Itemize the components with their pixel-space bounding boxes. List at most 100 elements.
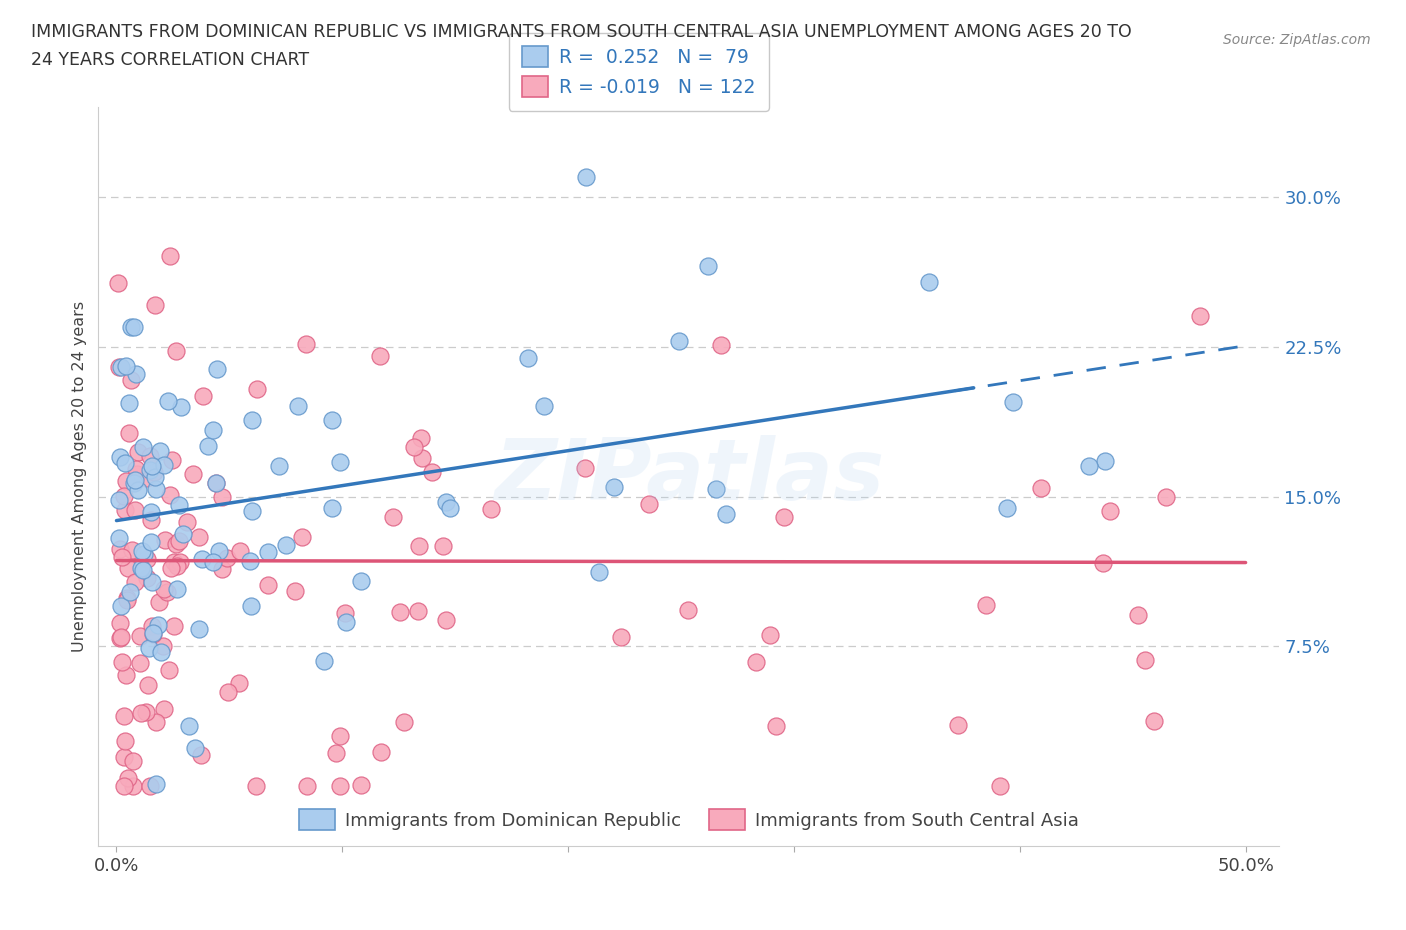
- Point: [157, 663, 180, 678]
- Point: [142, 627, 165, 642]
- Point: [110, 449, 132, 464]
- Point: [114, 502, 136, 517]
- Point: [710, 338, 733, 352]
- Point: [132, 547, 155, 562]
- Point: [588, 565, 610, 579]
- Point: [479, 501, 502, 516]
- Point: [274, 538, 297, 552]
- Point: [124, 472, 146, 487]
- Point: [139, 448, 162, 463]
- Point: [122, 753, 145, 768]
- Point: [240, 504, 263, 519]
- Point: [988, 779, 1011, 794]
- Point: [381, 510, 404, 525]
- Point: [917, 274, 939, 289]
- Point: [139, 513, 162, 528]
- Point: [1154, 489, 1177, 504]
- Point: [184, 740, 207, 755]
- Point: [291, 529, 314, 544]
- Text: 24 YEARS CORRELATION CHART: 24 YEARS CORRELATION CHART: [31, 51, 309, 69]
- Point: [149, 444, 172, 458]
- Point: [110, 598, 132, 613]
- Point: [112, 779, 135, 794]
- Point: [420, 464, 443, 479]
- Point: [229, 543, 252, 558]
- Point: [152, 639, 174, 654]
- Point: [295, 337, 318, 352]
- Point: [1094, 454, 1116, 469]
- Point: [240, 413, 263, 428]
- Point: [350, 777, 373, 792]
- Point: [118, 426, 141, 441]
- Point: [112, 709, 135, 724]
- Point: [159, 248, 181, 263]
- Point: [517, 351, 540, 365]
- Point: [115, 473, 138, 488]
- Point: [697, 259, 720, 273]
- Point: [408, 538, 430, 553]
- Point: [141, 534, 163, 549]
- Point: [204, 476, 226, 491]
- Text: ZIPatlas: ZIPatlas: [494, 435, 884, 518]
- Point: [115, 359, 138, 374]
- Point: [197, 438, 219, 453]
- Point: [388, 604, 411, 619]
- Point: [181, 466, 204, 481]
- Point: [946, 718, 969, 733]
- Point: [108, 616, 131, 631]
- Point: [176, 515, 198, 530]
- Point: [169, 554, 191, 569]
- Point: [143, 470, 166, 485]
- Point: [329, 779, 352, 794]
- Point: [115, 593, 138, 608]
- Point: [411, 450, 433, 465]
- Point: [368, 349, 391, 364]
- Point: [321, 501, 343, 516]
- Point: [165, 537, 187, 551]
- Point: [284, 583, 307, 598]
- Point: [121, 542, 143, 557]
- Point: [676, 603, 699, 618]
- Point: [127, 445, 149, 459]
- Point: [110, 631, 132, 645]
- Point: [205, 362, 228, 377]
- Point: [335, 614, 357, 629]
- Point: [574, 460, 596, 475]
- Point: [129, 656, 152, 671]
- Point: [287, 399, 309, 414]
- Point: [1188, 309, 1211, 324]
- Point: [773, 510, 796, 525]
- Point: [143, 465, 166, 480]
- Point: [745, 655, 768, 670]
- Point: [704, 482, 727, 497]
- Point: [190, 748, 212, 763]
- Point: [160, 452, 183, 467]
- Point: [136, 551, 159, 566]
- Point: [439, 501, 461, 516]
- Y-axis label: Unemployment Among Ages 20 to 24 years: Unemployment Among Ages 20 to 24 years: [72, 301, 87, 652]
- Point: [148, 594, 170, 609]
- Point: [976, 597, 998, 612]
- Point: [177, 719, 200, 734]
- Point: [575, 169, 598, 184]
- Point: [124, 366, 146, 381]
- Point: [167, 498, 190, 512]
- Point: [124, 502, 146, 517]
- Point: [117, 561, 139, 576]
- Point: [118, 585, 141, 600]
- Point: [1091, 556, 1114, 571]
- Point: [111, 655, 134, 670]
- Point: [114, 734, 136, 749]
- Point: [217, 684, 239, 699]
- Point: [141, 458, 163, 473]
- Point: [121, 779, 143, 794]
- Point: [117, 771, 139, 786]
- Point: [239, 599, 262, 614]
- Point: [129, 706, 152, 721]
- Point: [166, 581, 188, 596]
- Point: [118, 396, 141, 411]
- Point: [995, 500, 1018, 515]
- Point: [432, 538, 454, 553]
- Point: [129, 561, 152, 576]
- Point: [150, 644, 173, 659]
